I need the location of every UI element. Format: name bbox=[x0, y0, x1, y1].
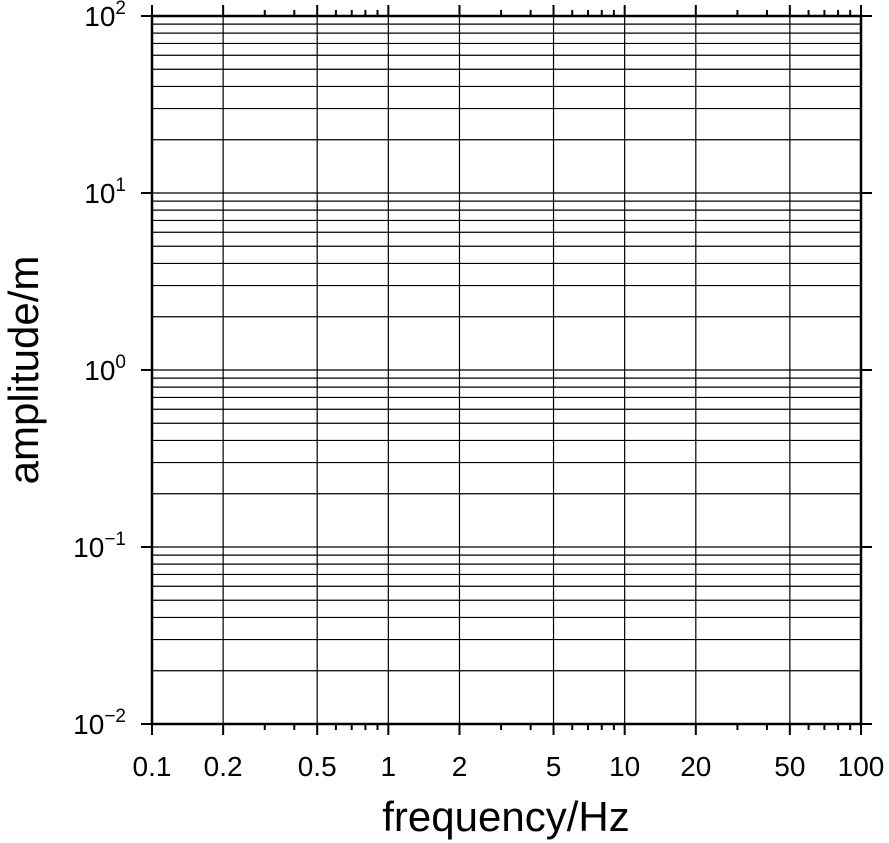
y-tick-label: 10−2 bbox=[73, 706, 126, 740]
x-tick-label: 0.1 bbox=[133, 751, 172, 782]
y-tick-label: 10−1 bbox=[73, 529, 126, 563]
x-tick-label: 1 bbox=[381, 751, 397, 782]
x-tick-label: 0.2 bbox=[204, 751, 243, 782]
x-axis-title: frequency/Hz bbox=[382, 793, 629, 840]
x-tick-labels: 0.1 0.2 0.5 1 2 5 10 20 50 100 bbox=[133, 751, 885, 782]
x-tick-label: 2 bbox=[452, 751, 468, 782]
x-tick-label: 5 bbox=[546, 751, 562, 782]
y-tick-labels: 10−2 10−1 100 101 102 bbox=[73, 0, 126, 740]
tick-marks bbox=[141, 5, 872, 735]
x-tick-label: 10 bbox=[609, 751, 640, 782]
y-tick-label: 100 bbox=[84, 352, 126, 386]
x-tick-label: 0.5 bbox=[298, 751, 337, 782]
y-axis-title: amplitude/m bbox=[0, 256, 47, 485]
y-tick-label: 101 bbox=[84, 175, 126, 209]
x-tick-label: 20 bbox=[680, 751, 711, 782]
x-tick-label: 50 bbox=[774, 751, 805, 782]
y-tick-label: 102 bbox=[84, 0, 126, 32]
grid-layer bbox=[151, 15, 862, 725]
x-tick-label: 100 bbox=[838, 751, 885, 782]
